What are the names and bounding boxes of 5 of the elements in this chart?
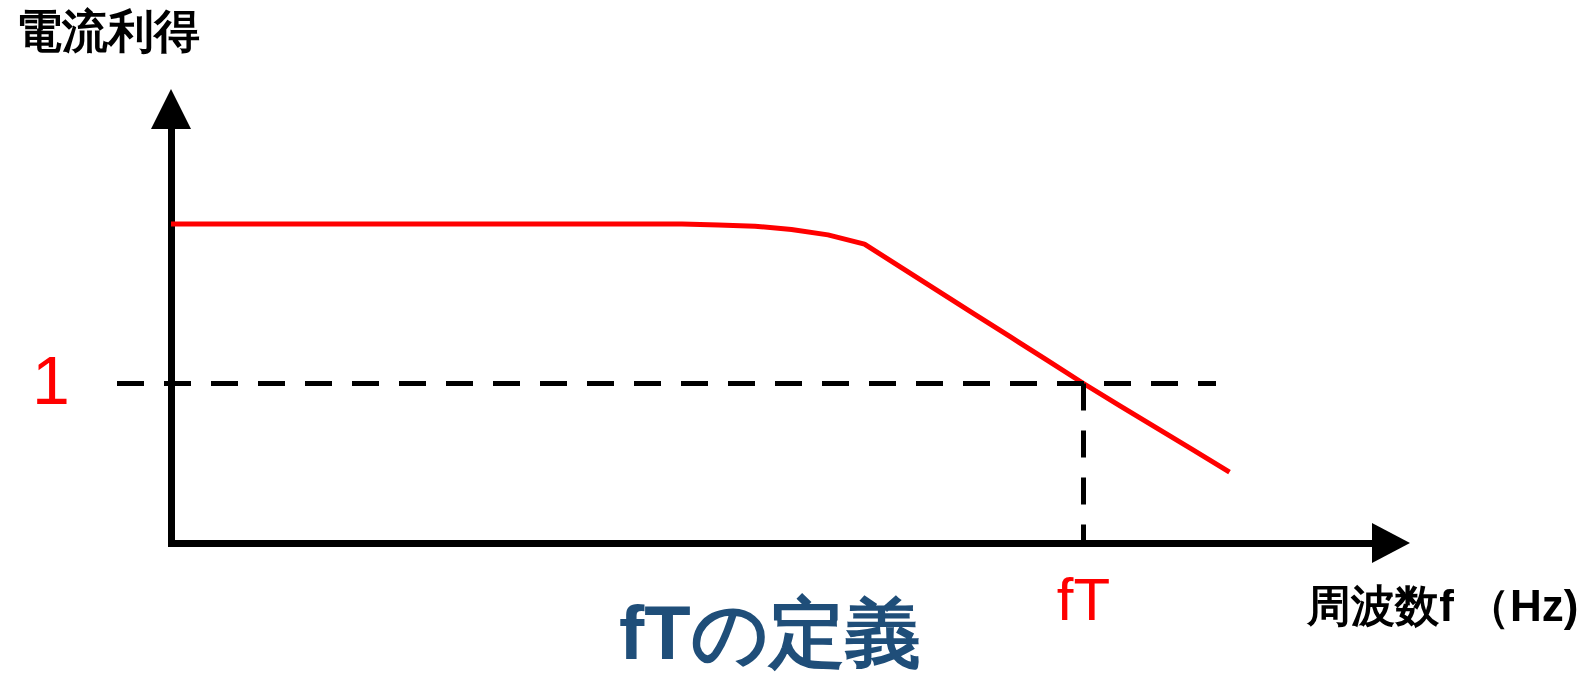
ref-line-label: 1 xyxy=(32,341,70,418)
text: fT xyxy=(1056,566,1111,633)
x-axis-title: 周波数f （Hz) xyxy=(1306,580,1579,630)
text: fTの定義 xyxy=(619,590,921,675)
y-axis-title: 電流利得 xyxy=(15,4,200,57)
